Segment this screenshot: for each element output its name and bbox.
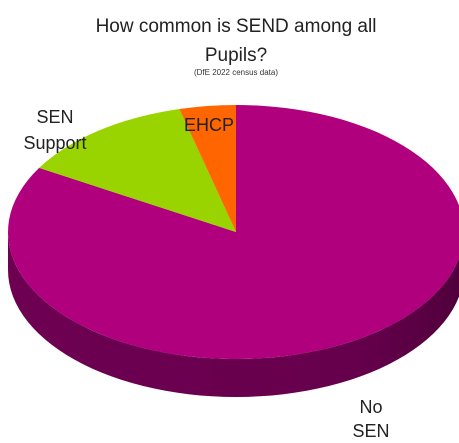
pie-slice-no-sen	[8, 105, 459, 359]
pie-side-wall	[8, 232, 459, 397]
slice-label-sen-support-line-2: Support	[23, 133, 86, 153]
slice-label-ehcp: EHCP	[184, 115, 234, 135]
pie-slice-sen-support	[39, 108, 237, 232]
chart-subtitle: (DfE 2022 census data)	[194, 68, 278, 77]
chart-title-line-2: Pupils?	[205, 45, 267, 66]
slice-label-no-sen-line-2: SEN	[352, 421, 389, 441]
pie-slice-ehcp	[179, 105, 236, 232]
slice-label-sen-support-line-1: SEN	[36, 107, 73, 127]
pie-top-face	[8, 105, 459, 359]
pie-side-shading-no-sen	[8, 232, 459, 397]
chart-title-line-1: How common is SEND among all	[96, 16, 377, 37]
slice-label-no-sen-line-1: No	[359, 397, 382, 417]
slice-label-no-sen: No SEN	[352, 397, 389, 441]
slice-label-ehcp-line-1: EHCP	[184, 115, 234, 135]
slice-label-sen-support: SEN Support	[23, 107, 86, 153]
